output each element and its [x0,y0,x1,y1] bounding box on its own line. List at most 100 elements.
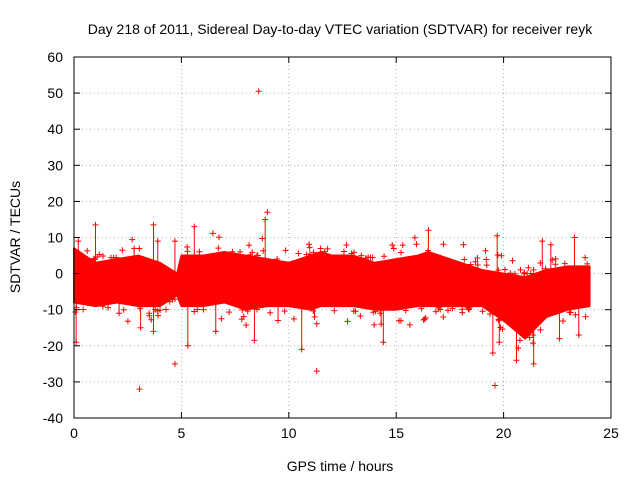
outlier-point [171,360,178,367]
data-point [542,265,549,272]
data-point [194,306,201,313]
data-point [520,270,527,277]
data-point [344,318,351,325]
data-point [497,324,504,331]
y-axis-label: SDTVAR / TECUs [7,181,23,293]
data-point [370,309,377,316]
outlier-point [262,216,269,223]
data-point [253,306,260,313]
outlier-point [171,238,178,245]
data-point [200,306,207,313]
data-point [136,245,143,252]
outlier-point [571,234,578,241]
y-tick-label: 20 [47,193,63,209]
outlier-point [255,88,262,95]
data-point [397,317,404,324]
data-point [162,306,169,313]
data-point [486,311,493,318]
data-point [411,234,418,241]
outlier-point [154,238,161,245]
data-point [267,309,274,316]
data-point [84,247,91,254]
data-point [474,254,481,261]
data-point [549,256,556,263]
outlier-point [191,223,198,230]
outlier-point [116,310,123,317]
y-tick-label: -10 [43,302,63,318]
y-tick-label: -40 [43,410,63,426]
data-point [216,234,223,241]
data-point [239,307,246,314]
data-point [482,247,489,254]
y-tick-label: 40 [47,121,63,137]
data-point [351,249,358,256]
data-point [582,313,589,320]
data-point [137,305,144,312]
data-point [406,321,413,328]
data-point [310,249,317,256]
data-point [243,322,250,329]
data-point [465,305,472,312]
x-axis-label: GPS time / hours [287,458,394,474]
data-point [440,241,447,248]
outlier-point [575,331,582,338]
data-point [240,313,247,320]
data-point [560,318,567,325]
data-point [444,307,451,314]
data-point [461,256,468,263]
data-point [420,316,427,323]
outlier-point [137,324,144,331]
data-point [306,241,313,248]
chart-title: Day 218 of 2011, Sidereal Day-to-day VTE… [88,21,593,37]
data-point [402,307,409,314]
outlier-point [264,209,271,216]
data-point [509,257,516,264]
data-point [521,269,528,276]
data-point [146,312,153,319]
data-point [498,252,505,259]
data-point [119,247,126,254]
outlier-point [150,221,157,228]
data-point [552,255,559,262]
data-point [561,260,568,267]
data-point [516,337,523,344]
data-point [317,245,324,252]
data-point [479,308,486,315]
y-tick-label: -30 [43,374,63,390]
outlier-point [131,245,138,252]
data-point [184,248,191,255]
outlier-point [425,227,432,234]
outlier-point [380,339,387,346]
data-point [237,248,244,255]
data-point [526,334,533,341]
data-point [295,250,302,257]
data-point [389,241,396,248]
data-point [343,241,350,248]
x-tick-label: 0 [70,425,78,441]
outlier-point [496,339,503,346]
outlier-point [75,238,82,245]
data-point [99,303,106,310]
y-tick-label: 30 [47,157,63,173]
outlier-point [136,386,143,393]
data-point [449,305,456,312]
data-point [572,311,579,318]
outlier-point [313,368,320,375]
outlier-point [489,350,496,357]
outlier-point [311,313,318,320]
data-point [324,245,331,252]
outlier-point [513,357,520,364]
data-point [507,270,514,277]
data-band [73,247,591,340]
data-point [530,266,537,273]
data-point [226,309,233,316]
data-point [517,266,524,273]
outlier-point [530,360,537,367]
data-point [209,230,216,237]
data-point [399,242,406,249]
data-point [390,245,397,252]
x-tick-label: 20 [496,425,512,441]
data-point [352,308,359,315]
data-point [472,258,479,265]
